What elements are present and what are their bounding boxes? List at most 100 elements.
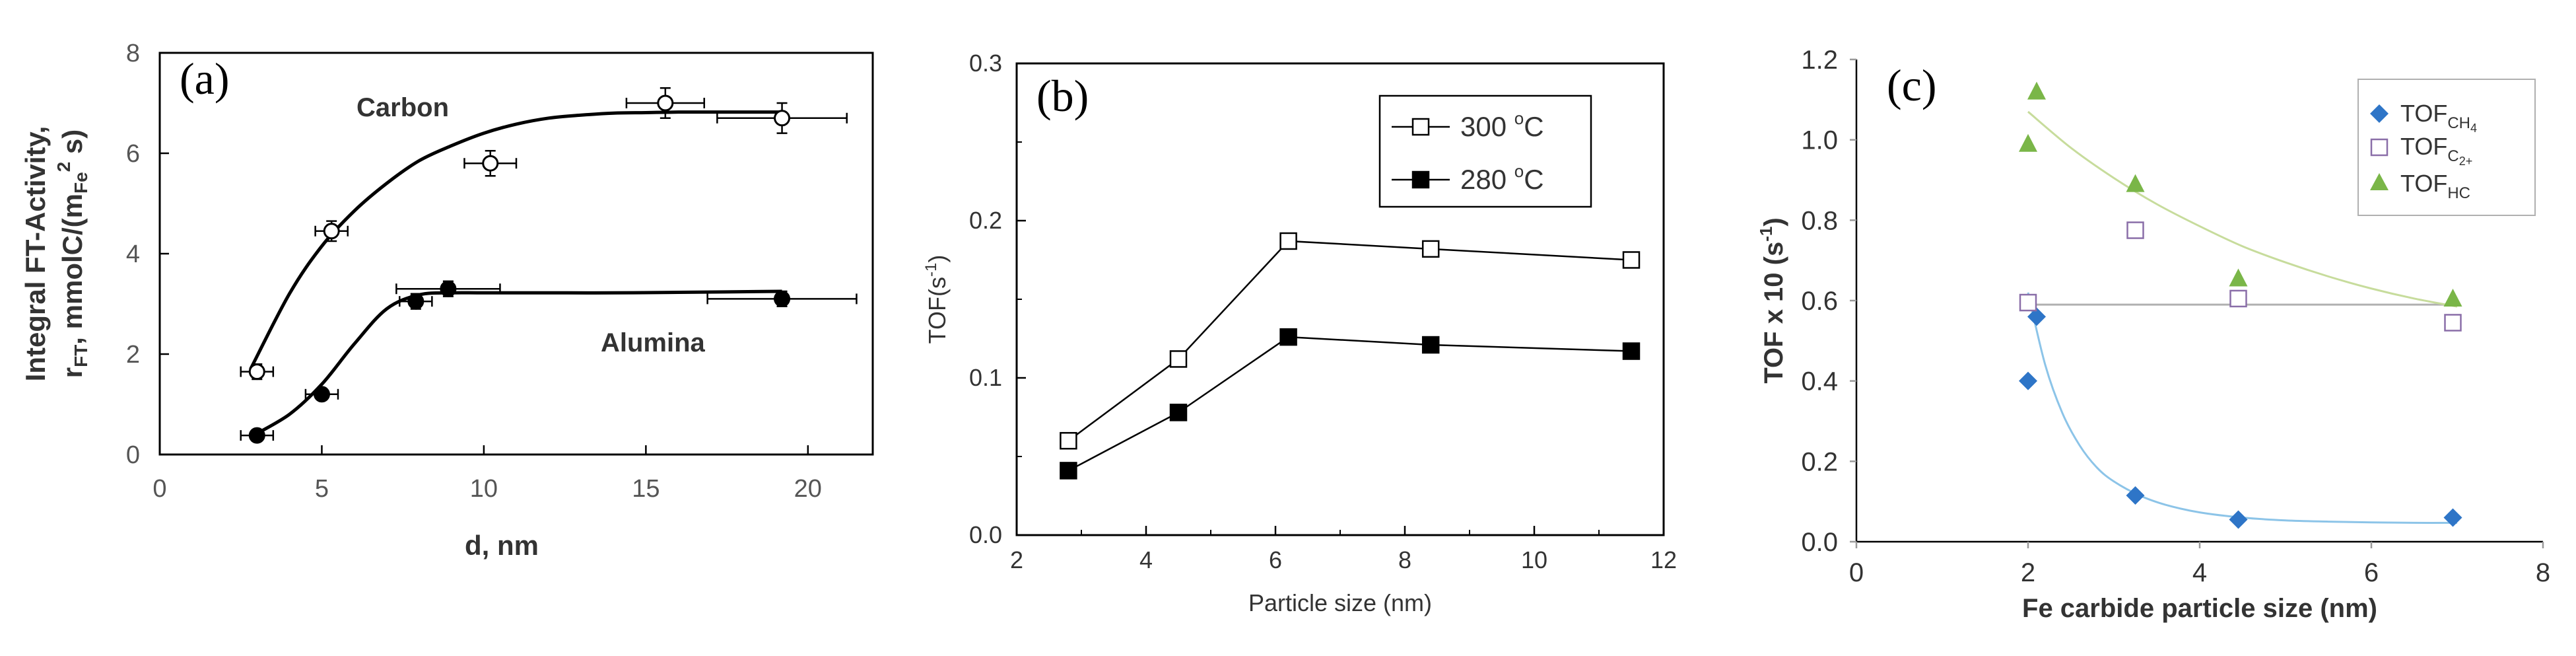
panel-c-x-tick-label: 8 [2536, 558, 2550, 587]
panel-c-y-tick-label: 1.0 [1801, 126, 1838, 155]
c2plus-data-point [2229, 289, 2247, 308]
panel-a-x-axis-label: d, nm [465, 530, 539, 561]
panel-c-chart: (c) 0.0 0.2 0.4 0.6 0.8 1.0 1.2 0 2 4 6 8 TOFCH4 T… [1756, 46, 2550, 623]
series-280-data-point [1060, 462, 1077, 480]
series-280-data-point [1622, 342, 1641, 360]
ch4-data-point [2019, 371, 2037, 390]
panel-b-x-tick-label: 2 [1010, 546, 1023, 573]
ch4-data-point [2027, 307, 2046, 326]
hc-data-point [2229, 268, 2248, 287]
series-300-data-point [1060, 431, 1077, 450]
panel-b-y-tick-label: 0.3 [969, 50, 1002, 77]
legend-280-marker [1411, 170, 1430, 189]
series-300-data-point [1421, 240, 1440, 258]
panel-b-y-tick-label: 0.0 [969, 521, 1002, 548]
panel-b-legend: 300 oC 280 oC [1378, 94, 1592, 208]
panel-c-y-tick-label: 1.2 [1801, 46, 1838, 75]
carbon-data-point [657, 94, 674, 112]
panel-b-x-tick-label: 12 [1650, 546, 1677, 573]
panel-c-y-tick-label: 0.4 [1801, 367, 1838, 396]
legend-hc-label: TOFHC [2400, 170, 2470, 202]
panel-c-y-tick-label: 0.6 [1801, 287, 1838, 316]
carbon-data-point [774, 110, 791, 127]
panel-a-x-tick-label: 20 [794, 475, 822, 503]
panel-b-chart: (b) 0.00.10.20.3 2 4 6 8 10 12 300 oC 280 oC … [922, 50, 1677, 616]
alumina-annotation: Alumina [601, 328, 706, 357]
panel-b-x-tick-label: 6 [1269, 546, 1282, 573]
legend-300-label: 300 oC [1460, 108, 1544, 142]
c2plus-data-point [2126, 221, 2144, 239]
panel-a-x-tick-label: 15 [632, 475, 660, 503]
panel-c-x-tick-label: 6 [2364, 558, 2379, 587]
panel-a-label: (a) [180, 54, 229, 104]
panel-a-y-tick-label: 2 [126, 341, 140, 369]
hc-data-point [2027, 81, 2046, 100]
series-300-data-point [1169, 350, 1188, 368]
panel-b-label: (b) [1036, 71, 1089, 121]
panel-a-x-tick-label: 10 [470, 475, 498, 503]
alumina-data-point [248, 427, 265, 444]
panel-a-y-axis-label: Integral FT-Activity, rFT, mmolC/(mFe2 s… [20, 126, 91, 382]
hc-data-point [2126, 174, 2145, 192]
legend-ch4-label: TOFCH4 [2400, 100, 2477, 135]
series-280-data-point [1279, 328, 1297, 346]
alumina-data-point [440, 280, 457, 297]
carbon-data-point [482, 155, 499, 172]
hc-data-point [2019, 133, 2037, 152]
ch4-fit-curve [2027, 292, 2458, 524]
panel-c-y-tick-label: 0.0 [1801, 528, 1838, 557]
panel-b-y-tick-label: 0.1 [969, 364, 1002, 391]
panel-a-y-label-line1: Integral FT-Activity, [20, 126, 51, 382]
ch4-data-point [2229, 510, 2248, 529]
panel-c-x-axis-label: Fe carbide particle size (nm) [2022, 594, 2377, 623]
hc-fit-curve [2027, 110, 2458, 308]
series-300-data-point [1279, 232, 1297, 250]
legend-c2-label: TOFC2+ [2400, 133, 2472, 168]
panel-a-y-label-line2: rFT, mmolC/(mFe2 s) [53, 129, 91, 379]
panel-a-y-tick-label: 0 [126, 441, 140, 469]
panel-b-x-tick-label: 8 [1398, 546, 1411, 573]
carbon-data-point [323, 223, 340, 240]
series-280-data-point [1421, 336, 1440, 354]
legend-hc-marker [2370, 173, 2389, 190]
legend-300-marker [1411, 118, 1430, 136]
panel-a-x-tick-label: 0 [153, 475, 166, 503]
panel-a-y-tick-label: 8 [126, 40, 140, 67]
panel-c-y-tick-label: 0.8 [1801, 206, 1838, 235]
c2plus-data-point [2019, 293, 2037, 312]
panel-c-label: (c) [1887, 60, 1936, 110]
ch4-data-point [2443, 508, 2462, 527]
panel-b-y-tick-label: 0.2 [969, 207, 1002, 234]
panel-b-y-axis-label: TOF(s-1) [922, 255, 951, 344]
panel-c-x-tick-label: 2 [2021, 558, 2035, 587]
hc-data-point [2443, 288, 2462, 307]
panel-c-y-axis-label: TOF x 10 (s-1) [1756, 217, 1788, 383]
alumina-data-point [774, 290, 791, 307]
alumina-data-point [313, 386, 330, 403]
panel-b-x-tick-label: 10 [1521, 546, 1547, 573]
carbon-fit-curve [249, 110, 782, 370]
legend-c2-marker [2370, 138, 2389, 157]
panel-b-x-tick-label: 4 [1139, 546, 1153, 573]
legend-280-label: 280 oC [1460, 161, 1544, 195]
carbon-data-point [248, 363, 265, 381]
series-280-line [1068, 336, 1632, 472]
legend-ch4-marker [2370, 104, 2389, 123]
series-300-data-point [1622, 251, 1641, 269]
carbon-annotation: Carbon [356, 93, 449, 122]
panel-b-x-axis-label: Particle size (nm) [1248, 589, 1432, 616]
panel-a-y-tick-label: 6 [126, 140, 140, 168]
panel-c-y-tick-label: 0.2 [1801, 447, 1838, 476]
alumina-fit-curve [250, 289, 782, 439]
c2plus-data-point [2444, 314, 2462, 332]
panel-a-y-tick-label: 4 [126, 240, 140, 268]
panel-c-x-tick-label: 4 [2192, 558, 2207, 587]
ch4-data-point [2126, 486, 2145, 505]
panel-a-x-tick-label: 5 [315, 475, 329, 503]
series-280-data-point [1169, 404, 1188, 421]
panel-c-x-tick-label: 0 [1849, 558, 1864, 587]
panel-c-legend: TOFCH4 TOFC2+ TOFHC [2357, 79, 2536, 216]
alumina-data-point [407, 293, 424, 310]
